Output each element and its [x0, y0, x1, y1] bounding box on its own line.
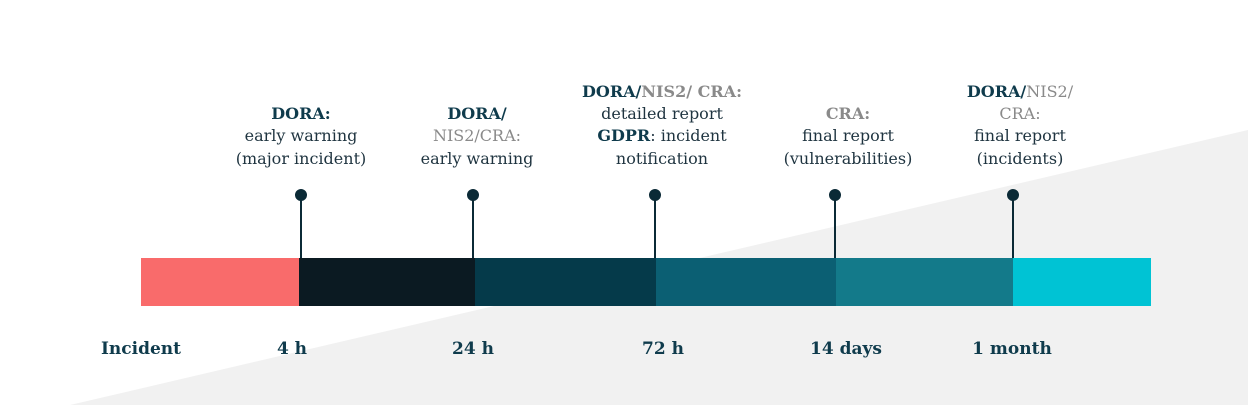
time-label: 1 month: [972, 339, 1052, 359]
label-line: final report: [974, 126, 1066, 145]
label-part: (incidents): [977, 149, 1064, 168]
label-part: NIS2/CRA:: [433, 126, 521, 145]
label-part: DORA/: [967, 82, 1027, 101]
label-line: early warning: [245, 126, 358, 145]
label-line: (incidents): [977, 149, 1064, 168]
label-part: DORA/: [447, 104, 507, 123]
label-line: DORA/: [447, 104, 507, 123]
label-line: DORA/NIS2/: [967, 82, 1074, 101]
label-line: notification: [616, 149, 708, 168]
label-part: detailed report: [601, 104, 723, 123]
label-part: early warning: [245, 126, 358, 145]
label-part: DORA:: [271, 104, 330, 123]
label-part: (major incident): [236, 149, 366, 168]
label-line: (major incident): [236, 149, 366, 168]
label-part: (vulnerabilities): [784, 149, 913, 168]
label-part: notification: [616, 149, 708, 168]
label-part: NIS2/ CRA:: [641, 82, 742, 101]
label-line: DORA/NIS2/ CRA:: [582, 82, 742, 101]
bar: [141, 258, 1151, 306]
label-line: CRA:: [999, 104, 1040, 123]
label-line: DORA:: [271, 104, 330, 123]
label-part: final report: [802, 126, 894, 145]
segment: [141, 258, 299, 306]
label-part: final report: [974, 126, 1066, 145]
label-part: early warning: [421, 149, 534, 168]
label-line: (vulnerabilities): [784, 149, 913, 168]
time-label: 72 h: [642, 339, 684, 359]
label-part: CRA:: [826, 104, 870, 123]
start-label: Incident: [101, 339, 181, 359]
label-part: CRA:: [999, 104, 1040, 123]
pins: [295, 189, 1019, 258]
time-label: 14 days: [810, 339, 882, 359]
pin-head: [467, 189, 479, 201]
segment: [299, 258, 475, 306]
segment: [1013, 258, 1151, 306]
label-line: early warning: [421, 149, 534, 168]
time-label: 4 h: [277, 339, 307, 359]
segment: [836, 258, 1013, 306]
segment: [656, 258, 836, 306]
label-line: NIS2/CRA:: [433, 126, 521, 145]
label-line: CRA:: [826, 104, 870, 123]
pin-head: [1007, 189, 1019, 201]
segment: [475, 258, 656, 306]
pin-head: [295, 189, 307, 201]
label-line: final report: [802, 126, 894, 145]
label-line: detailed report: [601, 104, 723, 123]
pin-head: [829, 189, 841, 201]
pin-head: [649, 189, 661, 201]
label-line: GDPR: incident: [597, 126, 727, 145]
label-part: NIS2/: [1026, 82, 1073, 101]
label-part: GDPR: [597, 126, 651, 145]
label-part: DORA/: [582, 82, 642, 101]
label-part: : incident: [650, 126, 727, 145]
time-label: 24 h: [452, 339, 494, 359]
